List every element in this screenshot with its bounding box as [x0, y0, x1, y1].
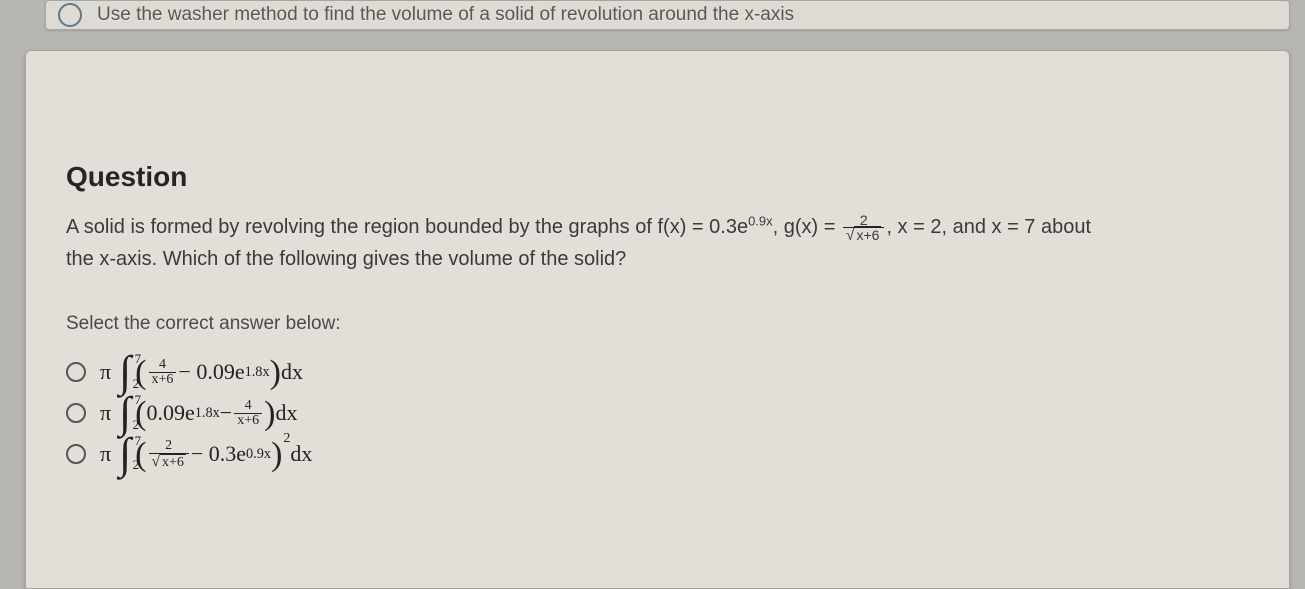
question-text-1: A solid is formed by revolving the regio… [66, 216, 748, 238]
radio-a[interactable] [66, 362, 86, 382]
bounds-text: , x = 2, and x = 7 about [886, 216, 1091, 238]
target-icon [58, 3, 82, 27]
radio-b[interactable] [66, 403, 86, 423]
instruction-bar: Use the washer method to find the volume… [45, 0, 1290, 30]
instruction-text: Use the washer method to find the volume… [97, 4, 794, 26]
option-a-math: π 7 ∫ 2 ( 4 x+6 − 0.09e1.8x ) dx [100, 357, 303, 388]
question-panel: Question A solid is formed by revolving … [25, 50, 1290, 589]
integral-icon: 7 ∫ 2 [119, 357, 131, 388]
g-denominator: x+6 [843, 227, 884, 243]
select-prompt: Select the correct answer below: [66, 313, 1249, 335]
option-c-math: π 7 ∫ 2 ( 2 x+6 − 0.3e0.9x ) 2 dx [100, 439, 312, 470]
g-fraction: 2x+6 [843, 213, 884, 243]
g-prefix: , g(x) = [773, 216, 841, 238]
g-numerator: 2 [857, 213, 871, 227]
option-c[interactable]: π 7 ∫ 2 ( 2 x+6 − 0.3e0.9x ) 2 dx [66, 439, 1249, 470]
f-exponent: 0.9x [748, 213, 773, 228]
option-b-math: π 7 ∫ 2 ( 0.09e1.8x − 4 x+6 ) dx [100, 398, 297, 429]
integral-icon: 7 ∫ 2 [119, 439, 131, 470]
question-text-2: the x-axis. Which of the following gives… [66, 248, 626, 270]
options-list: π 7 ∫ 2 ( 4 x+6 − 0.09e1.8x ) dx π [66, 357, 1249, 470]
radio-c[interactable] [66, 444, 86, 464]
question-body: A solid is formed by revolving the regio… [66, 211, 1249, 275]
question-heading: Question [66, 161, 1249, 193]
option-a[interactable]: π 7 ∫ 2 ( 4 x+6 − 0.09e1.8x ) dx [66, 357, 1249, 388]
integral-icon: 7 ∫ 2 [119, 398, 131, 429]
option-b[interactable]: π 7 ∫ 2 ( 0.09e1.8x − 4 x+6 ) dx [66, 398, 1249, 429]
